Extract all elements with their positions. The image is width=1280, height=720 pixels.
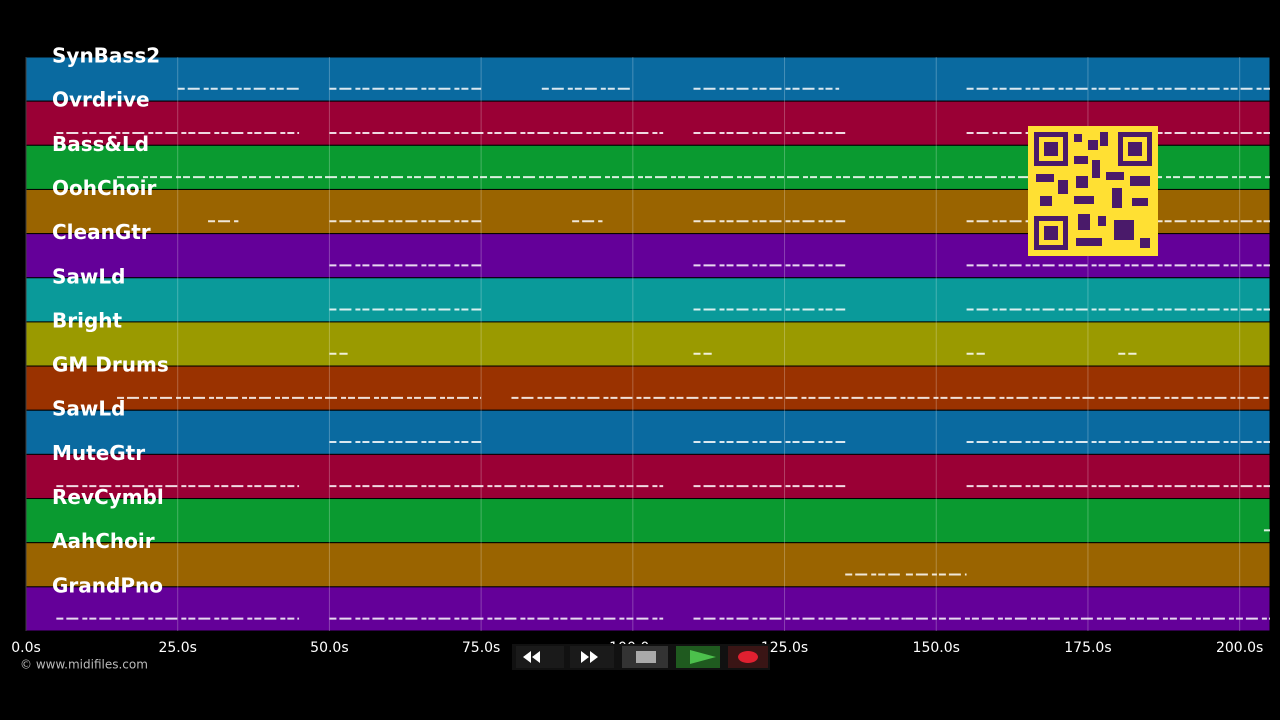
- record-button[interactable]: [728, 646, 768, 668]
- fast-forward-button[interactable]: [570, 646, 614, 668]
- track-row: [25, 277, 1271, 323]
- time-tick-label: 75.0s: [462, 640, 500, 656]
- rewind-button[interactable]: [516, 646, 564, 668]
- time-tick-label: 25.0s: [158, 640, 196, 656]
- time-tick-label: 175.0s: [1064, 640, 1111, 656]
- time-tick-label: 50.0s: [310, 640, 348, 656]
- track-name: Bass&Ld: [52, 132, 149, 156]
- track-name: Ovrdrive: [52, 88, 150, 112]
- play-button[interactable]: [676, 646, 720, 668]
- qr-code: [1028, 126, 1158, 256]
- track-row: [25, 56, 1271, 102]
- track-name: SynBass2: [52, 44, 160, 68]
- track-row: [25, 321, 1271, 367]
- time-tick-label: 200.0s: [1216, 640, 1263, 656]
- time-tick-label: 0.0s: [11, 640, 41, 656]
- credit: © www.midifiles.com: [20, 658, 148, 672]
- track-name: AahChoir: [52, 529, 155, 553]
- track-row: [25, 365, 1271, 411]
- track-name: GM Drums: [52, 353, 169, 377]
- track-row: [25, 409, 1271, 455]
- track-name: OohChoir: [52, 176, 156, 200]
- track-name: MuteGtr: [52, 441, 145, 465]
- grid: [25, 57, 1241, 631]
- track-name: SawLd: [52, 397, 125, 421]
- time-tick-label: 125.0s: [761, 640, 808, 656]
- track-name: RevCymbl: [52, 485, 164, 509]
- stop-button[interactable]: [622, 646, 668, 668]
- notes: [56, 87, 1270, 620]
- track-name: SawLd: [52, 264, 125, 288]
- track-row: [25, 542, 1271, 588]
- track-name: GrandPno: [52, 573, 163, 597]
- track-row: [25, 498, 1271, 544]
- track-row: [25, 586, 1271, 632]
- track-labels: SynBass2 Ovrdrive Bass&Ld OohChoir CleanGtr S…: [52, 44, 169, 598]
- track-name: Bright: [52, 308, 123, 332]
- track-row: [25, 453, 1271, 500]
- time-tick-label: 150.0s: [913, 640, 960, 656]
- transport-bar: [512, 644, 770, 670]
- track-name: CleanGtr: [52, 220, 151, 244]
